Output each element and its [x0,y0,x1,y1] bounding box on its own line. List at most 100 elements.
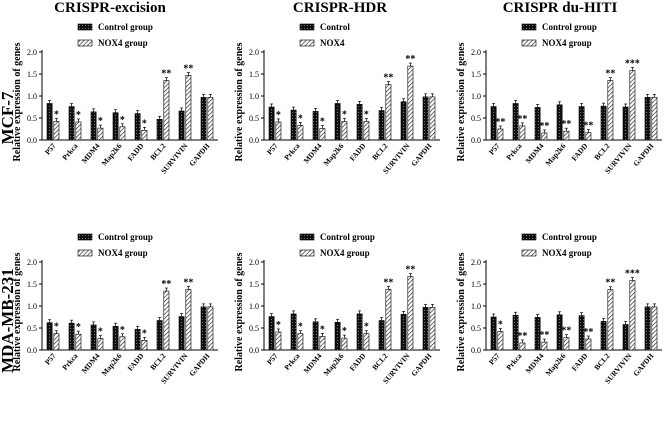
significance-mark: * [364,110,369,121]
bar-control-survivin [622,106,629,141]
x-tick-label: P57 [265,351,280,366]
x-tick-label: BCL2 [148,141,167,162]
bar-control-gapdh [644,306,651,351]
bar-control-bcl2 [378,110,385,141]
bar-control-p57 [268,316,275,351]
bar-nox4-p57 [53,333,60,351]
significance-mark: ** [183,63,193,74]
x-tick-label: Prkca [504,351,523,372]
y-tick-label: 0.0 [471,346,481,355]
legend-label: Control group [98,22,153,32]
x-tick-label: Map2k6 [543,141,567,167]
bar-nox4-survivin [407,276,414,351]
bar-nox4-mdm4 [97,338,104,351]
legend-label: Control group [320,232,375,242]
legend-label: NOX4 group [320,248,370,258]
bar-control-p57 [490,316,497,351]
chart-mda-duhiti: Relative expression of genes 0.0 0.5 1.0 1.5… [456,232,662,385]
bar-control-prkca [290,109,297,141]
significance-mark: ** [605,69,615,80]
bar-nox4-map2k6 [119,126,126,141]
bar-control-survivin [400,314,407,351]
bar-control-prkca [290,313,297,351]
significance-mark: * [54,322,59,333]
chart-mda-hdr: Relative expression of genes 0.0 0.5 1.0 1.5… [234,232,440,385]
x-tick-label: MDM4 [302,141,324,165]
x-tick-label: Prkca [504,141,523,162]
x-tick-label: BCL2 [370,351,389,372]
bar-control-survivin [622,324,629,351]
y-axis-label: Relative expression of genes [234,42,245,161]
bar-nox4-prkca [75,121,82,141]
bar-control-mdm4 [90,324,97,351]
bar-control-map2k6 [334,103,341,141]
y-tick-label: 0.5 [27,324,37,333]
x-tick-label: GAPDH [409,141,433,168]
x-tick-label: Map2k6 [99,351,123,377]
bar-control-bcl2 [600,321,607,351]
bar-nox4-mdm4 [97,127,104,141]
y-tick-label: 0.0 [249,136,259,145]
x-tick-label: Map2k6 [321,351,345,377]
x-tick-label: P57 [487,141,502,156]
significance-mark: ** [495,117,505,128]
significance-mark: ** [383,73,393,84]
y-tick-label: 0.5 [249,114,259,123]
bar-nox4-p57 [497,331,504,351]
column-title-hdr: CRISPR-HDR [292,0,388,16]
legend-label: Control group [98,232,153,242]
legend-label: NOX4 group [542,38,592,48]
x-tick-label: BCL2 [592,351,611,372]
x-tick-label: Map2k6 [99,141,123,167]
bar-nox4-mdm4 [541,341,548,351]
significance-mark: * [142,328,147,339]
bar-nox4-bcl2 [607,289,614,351]
y-tick-label: 0.5 [249,324,259,333]
x-tick-label: MDM4 [80,141,102,165]
bar-nox4-fadd [585,132,592,141]
y-tick-label: 1.0 [471,302,481,311]
bar-nox4-map2k6 [563,337,570,351]
y-tick-label: 1.5 [249,280,259,289]
significance-mark: * [76,322,81,333]
significance-mark: * [98,116,103,127]
x-tick-label: FADD [570,351,590,373]
bar-nox4-survivin [629,280,636,351]
column-title-duhiti: CRISPR du-HITI [502,0,618,16]
legend-label: Control group [542,22,597,32]
bar-nox4-p57 [497,128,504,141]
bar-control-gapdh [200,97,207,141]
y-tick-label: 1.0 [27,92,37,101]
bar-nox4-map2k6 [341,337,348,351]
bar-control-gapdh [200,306,207,351]
legend-label: NOX4 [320,38,345,48]
bar-control-survivin [178,110,185,141]
bar-nox4-gapdh [651,306,658,351]
bar-control-bcl2 [156,320,163,351]
y-tick-label: 0.5 [27,114,37,123]
significance-mark: ** [539,121,549,132]
column-title-excision: CRISPR-excision [54,0,166,16]
significance-mark: *** [625,58,640,69]
bar-control-mdm4 [90,111,97,141]
y-tick-label: 0.5 [471,114,481,123]
bar-nox4-map2k6 [341,121,348,141]
bar-nox4-mdm4 [319,128,326,141]
bar-nox4-prkca [297,333,304,351]
y-axis-label: Relative expression of genes [456,252,467,371]
legend-swatch [521,233,537,241]
x-tick-label: MDM4 [302,351,324,375]
significance-mark: ** [383,277,393,288]
y-tick-label: 2.0 [249,258,259,267]
significance-mark: * [298,322,303,333]
bar-nox4-mdm4 [541,132,548,141]
legend-swatch [521,249,537,257]
bar-control-mdm4 [312,321,319,351]
bar-control-bcl2 [600,105,607,141]
bar-control-fadd [134,329,141,351]
x-tick-label: FADD [126,351,146,373]
x-tick-label: P57 [43,141,58,156]
significance-mark: * [276,320,281,331]
significance-mark: * [98,327,103,338]
significance-mark: * [364,322,369,333]
